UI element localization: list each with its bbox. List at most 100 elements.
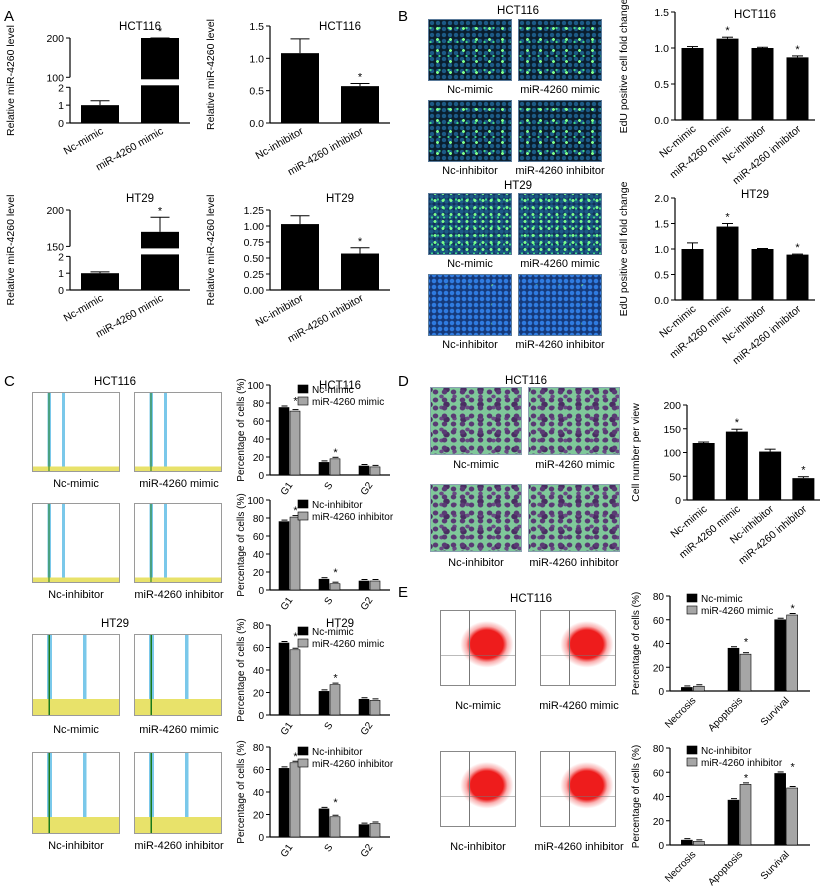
y-tick-label: 40 [653, 640, 665, 651]
panel-label-a: A [4, 8, 15, 25]
edu-caption: miR-4260 inhibitor [515, 165, 605, 177]
y-tick-label: 0 [258, 711, 264, 722]
x-tick-label: S [323, 720, 336, 732]
histogram-caption: miR-4260 inhibitor [134, 840, 224, 852]
legend-label: Nc-inhibitor [701, 746, 752, 757]
y-axis-label: Percentage of cells (%) [236, 740, 247, 843]
bar-mir-4260-inhibitor [786, 787, 798, 846]
significance-star: * [293, 505, 298, 517]
y-tick-label: 0 [258, 586, 264, 597]
significance-star: * [744, 636, 749, 648]
bar-mir-4260-inhibitor [739, 784, 752, 846]
bar-chart-c-ht29-inhibitor: 0 20 40 60 80 Percentage of cells (%) * G1 * S G2 N… [236, 740, 394, 860]
y-tick-label: 0 [658, 841, 664, 852]
y-tick-label: 200 [663, 400, 681, 412]
edu-caption: Nc-mimic [447, 258, 493, 270]
y-tick-label: 0 [58, 118, 64, 130]
bar [81, 273, 119, 290]
y-axis-label: Percentage of cells (%) [236, 618, 247, 721]
chart-title: HCT116 [319, 21, 361, 33]
edu-image-hct116-nc-inhibitor [428, 100, 512, 162]
bar-nc-inhibitor [278, 768, 290, 838]
edu-caption: miR-4260 mimic [520, 84, 600, 96]
y-tick-label: 150 [46, 241, 64, 253]
y-tick-label: 60 [253, 766, 265, 777]
legend-label: miR-4260 mimic [312, 397, 384, 408]
y-tick-label: 20 [253, 453, 265, 464]
y-tick-label: 60 [653, 768, 665, 779]
bar-mir-4260-inhibitor [693, 841, 705, 846]
y-tick-label: 0 [675, 495, 681, 507]
y-tick-label: 1.5 [249, 21, 264, 33]
y-tick-label: 40 [253, 435, 265, 446]
bar-chart-a-ht29-inhibitor: 0.00 0.25 0.50 0.75 1.00 1.25 Relative miR-426… [205, 193, 390, 345]
x-tick-label: S [323, 595, 336, 607]
y-tick-label: 1.0 [654, 244, 669, 256]
y-axis-label: Relative miR-4260 level [205, 19, 217, 130]
bar-nc-mimic [358, 698, 370, 716]
facs-caption: miR-4260 mimic [539, 700, 619, 712]
transwell-image [528, 484, 620, 552]
legend-swatch [297, 384, 309, 394]
edu-caption: miR-4260 inhibitor [515, 339, 605, 351]
y-axis-label: Percentage of cells (%) [631, 745, 642, 848]
legend-label: miR-4260 mimic [312, 639, 384, 650]
bar [681, 249, 704, 300]
y-tick-label: 80 [653, 592, 665, 603]
bar [786, 57, 809, 120]
x-tick-label: Survival [759, 849, 792, 882]
facs-scatter-plot [440, 610, 516, 686]
y-tick-label: 80 [253, 399, 265, 410]
bar-chart-b-hct116-edu: 0.0 0.5 1.0 1.5 EdU positive cell fold chang… [618, 0, 815, 187]
bar-nc-mimic [318, 462, 330, 476]
significance-star: * [293, 396, 298, 408]
cell-cycle-histogram [134, 752, 222, 834]
bar [751, 249, 774, 300]
bar-mir-4260-mimic [329, 684, 341, 716]
legend-swatch [297, 638, 309, 648]
facs-title: HCT116 [510, 593, 552, 605]
y-axis-label: EdU positive cell fold change [618, 0, 630, 133]
bar-chart-b-ht29-edu: 0.0 0.5 1.0 1.5 2.0 EdU positive cell fold ch… [618, 181, 815, 367]
legend-label: Nc-mimic [312, 627, 354, 638]
y-tick-label: 0.5 [654, 270, 669, 282]
bar-chart-e-apoptosis-inhibitor: 0 20 40 60 80 Percentage of cells (%) Necrosis… [631, 744, 810, 888]
y-tick-label: 0.00 [244, 285, 265, 297]
chart-title: HCT116 [734, 9, 776, 21]
bar-mir-4260-mimic [369, 700, 381, 716]
bar-mir-4260-inhibitor [329, 583, 341, 591]
significance-star: * [333, 447, 338, 459]
histogram-caption: miR-4260 inhibitor [134, 589, 224, 601]
panel-label-b: B [398, 8, 409, 25]
edu-image-hct116-mir-inhibitor [518, 100, 602, 162]
chart-title: HT29 [741, 189, 769, 201]
x-tick-label: Necrosis [663, 849, 698, 884]
transwell-image [430, 387, 522, 455]
y-tick-label: 0.75 [244, 237, 265, 249]
bar [716, 226, 739, 300]
bar-nc-mimic [774, 619, 786, 692]
edu-image-hct116-mir-mimic [518, 19, 602, 81]
bar [341, 86, 379, 123]
y-tick-label: 1.5 [654, 7, 669, 19]
panel-label-e: E [398, 584, 409, 601]
axis-break-gap [64, 248, 192, 255]
legend-swatch [297, 511, 309, 521]
bar-nc-mimic [358, 465, 370, 476]
histogram-caption: Nc-inhibitor [48, 589, 104, 601]
cell-cycle-histogram [134, 392, 222, 472]
significance-star: * [795, 242, 800, 254]
cell-cycle-histogram [134, 634, 222, 716]
cycle-ht29-title: HT29 [100, 618, 130, 630]
y-tick-label: 1.00 [244, 221, 265, 233]
bar [692, 443, 715, 500]
edu-image-ht29-nc-inhibitor [428, 274, 512, 336]
bar-nc-inhibitor [681, 839, 693, 846]
y-tick-label: 1 [58, 268, 64, 280]
significance-star: * [744, 772, 749, 784]
x-tick-label: G1 [279, 842, 296, 860]
x-tick-label: Nc-mimic [62, 125, 106, 157]
